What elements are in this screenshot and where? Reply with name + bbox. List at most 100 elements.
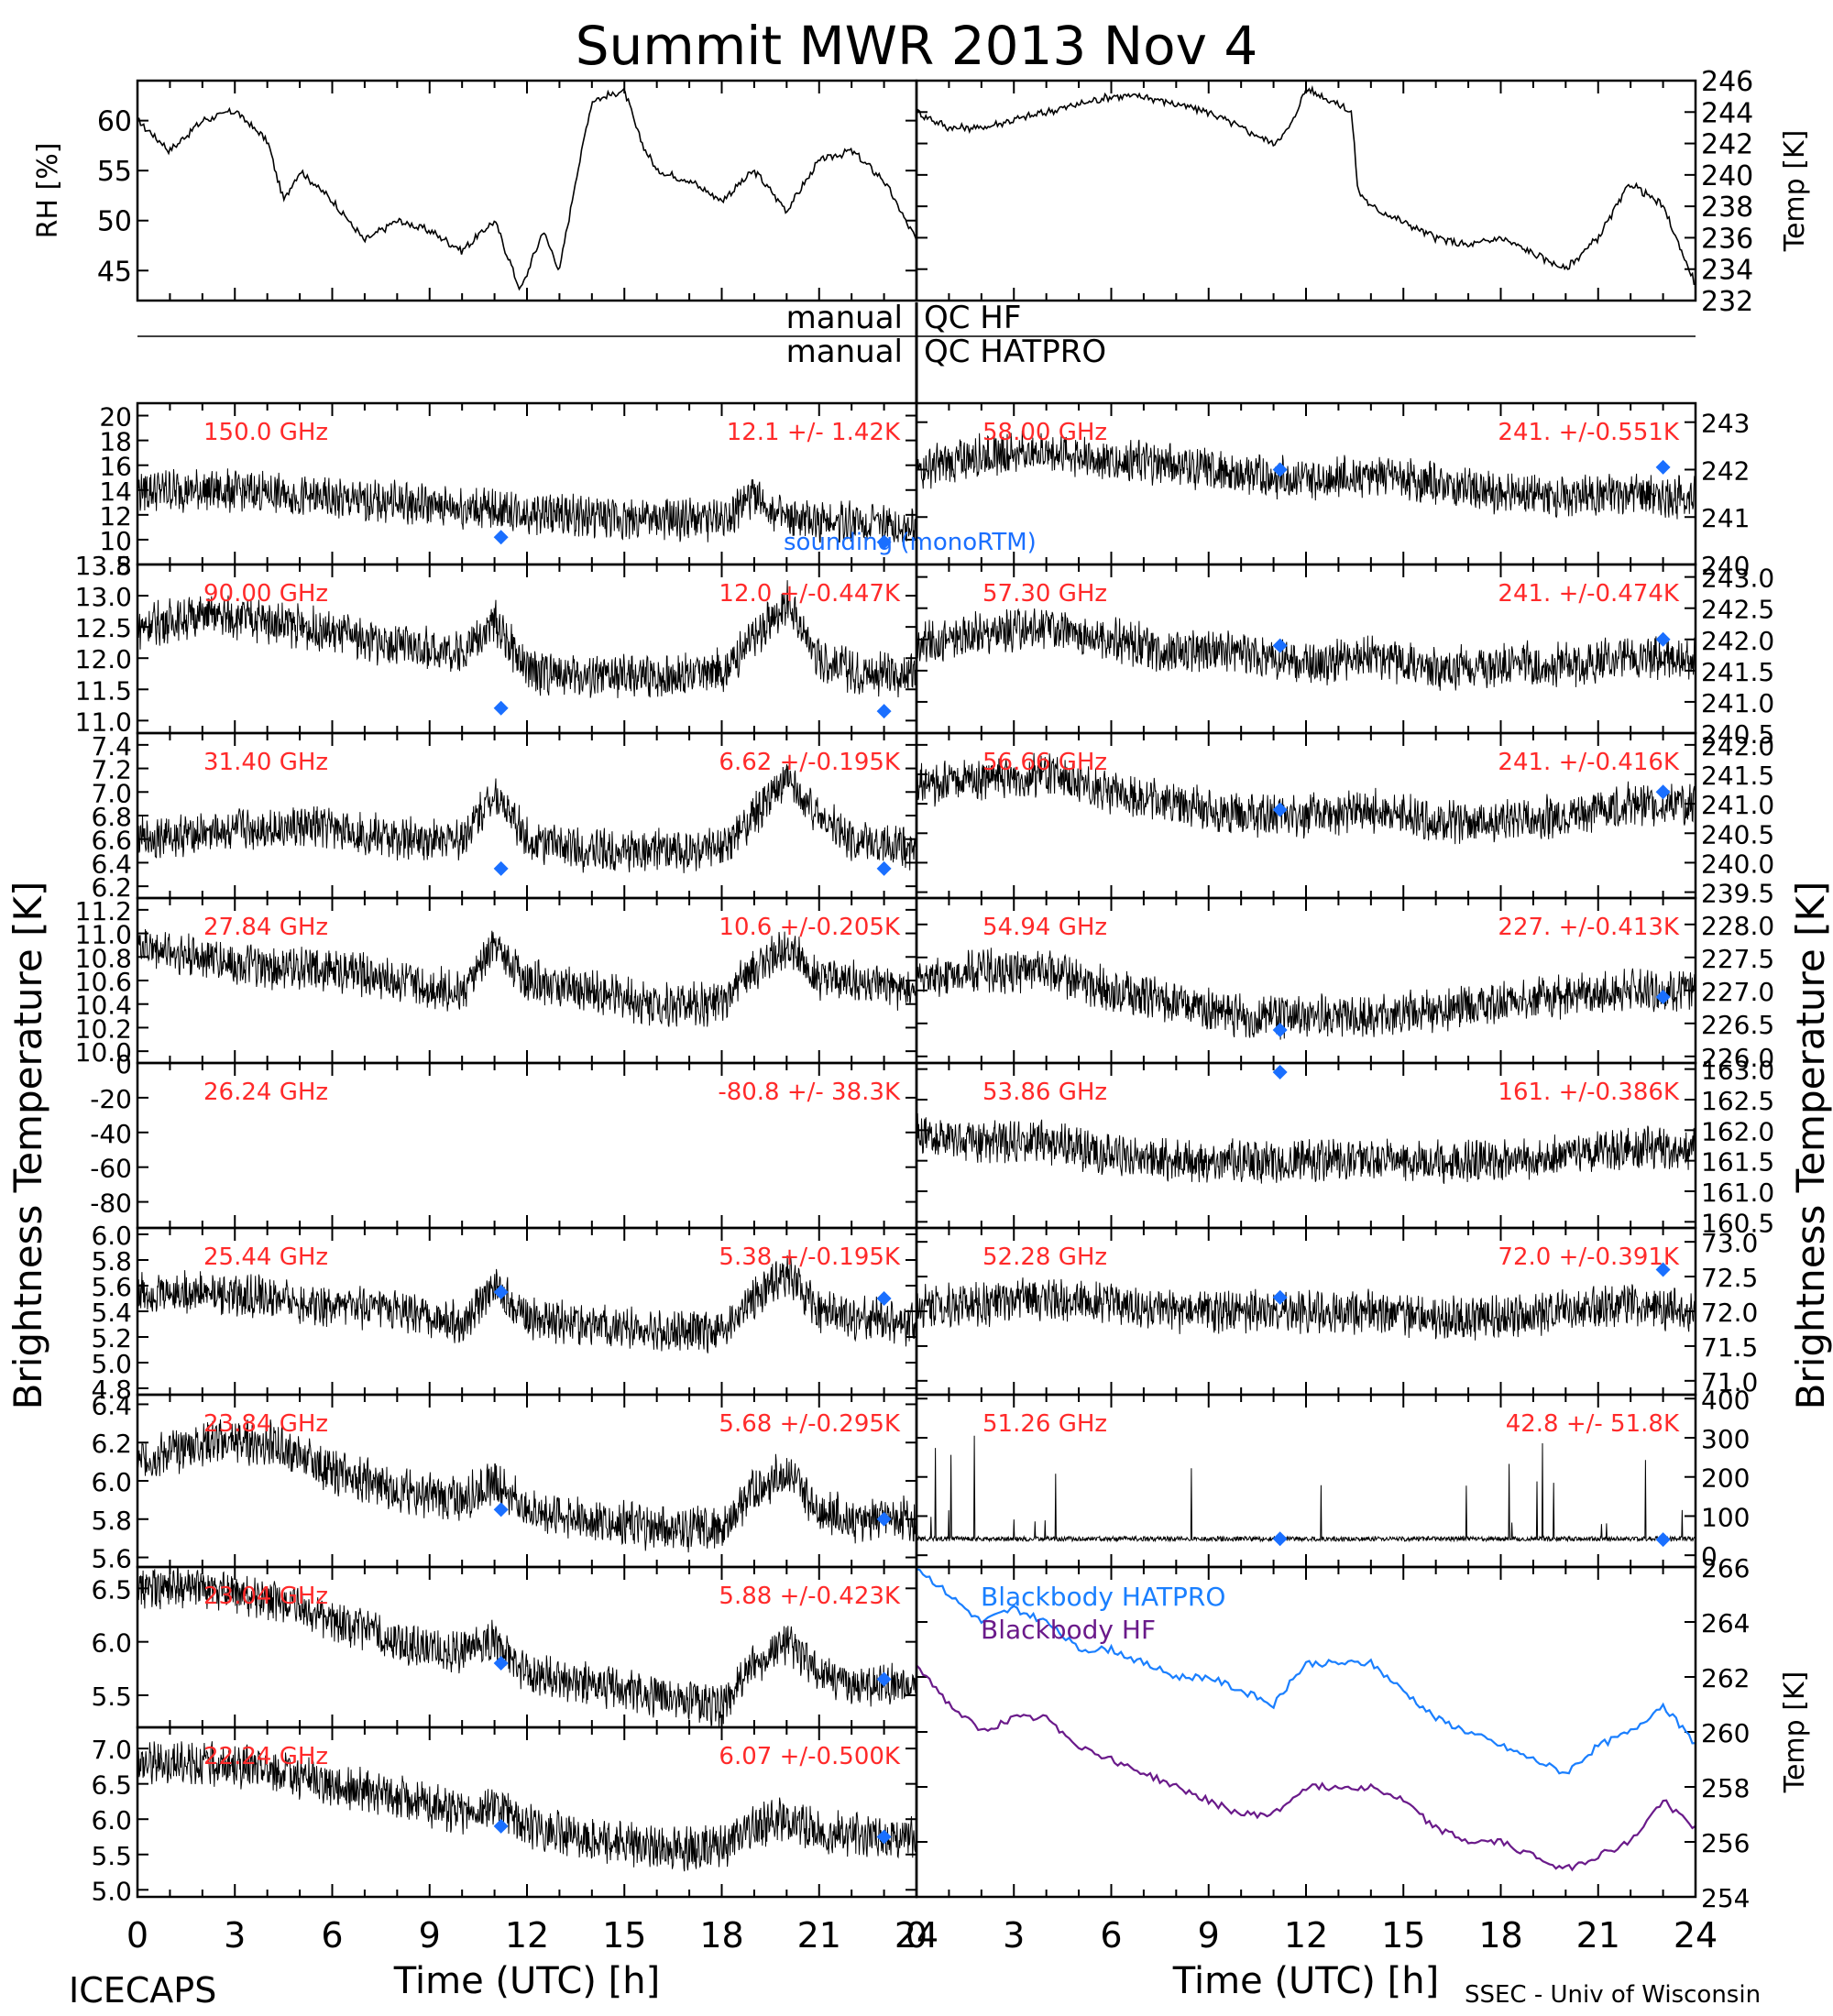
- xlabel-left: Time (UTC) [h]: [393, 1960, 660, 2002]
- y-tick-label: 12: [99, 501, 132, 531]
- channel-label: 90.00 GHz: [203, 580, 328, 608]
- y-tick-label: 50: [97, 206, 132, 238]
- y-tick-label: 5.6: [91, 1272, 132, 1302]
- y-tick-label: 161.5: [1701, 1147, 1774, 1178]
- y-tick-label: 6.4: [91, 849, 132, 879]
- y-tick-label: 242: [1701, 129, 1753, 161]
- sounding-marker: [493, 1656, 509, 1671]
- plot-area: [137, 1419, 916, 1553]
- x-tick-label: 21: [1576, 1915, 1620, 1956]
- y-tick-label: 6.2: [91, 1429, 132, 1459]
- x-tick-label: 9: [419, 1915, 441, 1956]
- x-ticks: [948, 1063, 1664, 1228]
- panel-frame: [136, 79, 918, 302]
- y-tick-label: 7.4: [91, 731, 132, 761]
- x-tick-label: 15: [602, 1915, 646, 1956]
- channel-label: 31.40 GHz: [203, 749, 328, 776]
- x-tick-label: 9: [1198, 1915, 1220, 1956]
- channel-panel-right-1: 240 241 242 243 58.00 GHz 241. +/-0.551K: [915, 401, 1750, 581]
- x-ticks: [948, 1228, 1664, 1395]
- x-ticks: [169, 898, 885, 1063]
- panel-ylabel: RH [%]: [32, 143, 64, 239]
- x-ticks: [948, 403, 1664, 564]
- rh-panel: 45 50 55 60 RH [%]: [32, 79, 918, 302]
- x-axis-right: 0 3 6 9 12 15 18 21 24: [906, 1915, 1718, 1956]
- y-tick-label: 60: [97, 106, 132, 138]
- y-tick-label: 6.2: [91, 872, 132, 903]
- y-tick-label: 6.0: [91, 1805, 132, 1835]
- y-tick-label: 241.0: [1701, 688, 1774, 718]
- y-tick-label: 7.0: [91, 778, 132, 808]
- sounding-marker: [1272, 1289, 1288, 1305]
- sounding-marker: [1272, 802, 1288, 817]
- sounding-marker: [876, 1671, 892, 1687]
- qc-hatpro-left-label: manual: [786, 334, 903, 370]
- channel-panel-left-8: 5.5 6.0 6.5 23.04 GHz 5.88 +/-0.423K: [91, 1565, 918, 1729]
- y-tick-label: 163.0: [1701, 1056, 1774, 1086]
- y-tick-label: 242: [1701, 455, 1750, 486]
- y-tick-label: 240: [1701, 160, 1753, 192]
- y-tick-label: 55: [97, 156, 132, 188]
- y-tick-label: 10: [99, 526, 132, 556]
- plot-area: [916, 84, 1696, 286]
- plot-area: [137, 764, 916, 873]
- y-tick-label: 242.0: [1701, 626, 1774, 656]
- footer-left: ICECAPS: [69, 1970, 216, 2011]
- channel-label: 54.94 GHz: [982, 914, 1107, 941]
- x-tick-label: 15: [1381, 1915, 1425, 1956]
- y-tick-label: 240.0: [1701, 849, 1774, 879]
- data-trace: [137, 928, 916, 1027]
- channel-panel-left-2: 11.011.512.012.513.013.5 90.00 GHz 12.0 +/…: [75, 551, 918, 737]
- y-tick-label: 6.0: [91, 1221, 132, 1251]
- x-tick-label: 24: [895, 1915, 938, 1956]
- y-tick-label: 5.5: [91, 1841, 132, 1871]
- channel-stats: 241. +/-0.551K: [1498, 419, 1680, 446]
- y-tick-label: 10.8: [75, 943, 132, 973]
- sounding-marker: [493, 1285, 509, 1299]
- channel-stats: 72.0 +/-0.391K: [1498, 1244, 1680, 1271]
- sounding-marker: [1272, 1531, 1288, 1547]
- x-tick-label: 18: [699, 1915, 743, 1956]
- x-ticks: [948, 81, 1664, 301]
- qc-hf-right-label: QC HF: [924, 300, 1021, 336]
- x-tick-label: 3: [1003, 1915, 1025, 1956]
- data-trace: [916, 430, 1696, 520]
- y-tick-label: 6.8: [91, 802, 132, 832]
- channel-label: 57.30 GHz: [982, 580, 1107, 608]
- y-tick-label: 5.2: [91, 1323, 132, 1353]
- x-ticks: [948, 733, 1664, 898]
- sounding-marker: [1272, 1065, 1288, 1079]
- y-tick-label: 6.5: [91, 1770, 132, 1801]
- channel-label: 23.04 GHz: [203, 1583, 328, 1610]
- y-tick-label: 100: [1701, 1502, 1750, 1532]
- y-tick-label: 243.0: [1701, 564, 1774, 594]
- y-tick-label: 226.0: [1701, 1043, 1774, 1073]
- channel-panel-left-7: 5.6 5.8 6.0 6.2 6.4 23.84 GHz 5.68 +/-0.295K: [91, 1390, 918, 1574]
- panel-frame: [915, 79, 1697, 302]
- sounding-marker: [1272, 638, 1288, 653]
- y-tick-label: 20: [99, 402, 132, 433]
- plot-area: [137, 468, 916, 546]
- channel-panel-left-9: 5.0 5.5 6.0 6.5 7.0 22.24 GHz 6.07 +/-0.500K: [91, 1726, 918, 1906]
- y-tick-label: 200: [1701, 1463, 1750, 1494]
- data-trace: [137, 1255, 916, 1353]
- footer-right: SSEC - Univ of Wisconsin: [1465, 1981, 1761, 2009]
- plot-area: [137, 1567, 916, 1727]
- y-tick-label: 256: [1701, 1828, 1750, 1858]
- y-tick-label: 226.5: [1701, 1010, 1774, 1040]
- y-tick-label: 72.5: [1701, 1263, 1758, 1293]
- x-ticks: [169, 564, 885, 733]
- x-ticks: [169, 1063, 885, 1228]
- y-tick-label: 12.5: [75, 613, 132, 643]
- y-tick-label: 300: [1701, 1424, 1750, 1454]
- y-tick-label: 10.4: [75, 991, 132, 1021]
- sounding-marker: [493, 1502, 509, 1517]
- y-tick-label: 232: [1701, 286, 1753, 318]
- channel-label: 26.24 GHz: [203, 1079, 328, 1106]
- x-ticks: [948, 898, 1664, 1063]
- data-trace: [916, 948, 1696, 1040]
